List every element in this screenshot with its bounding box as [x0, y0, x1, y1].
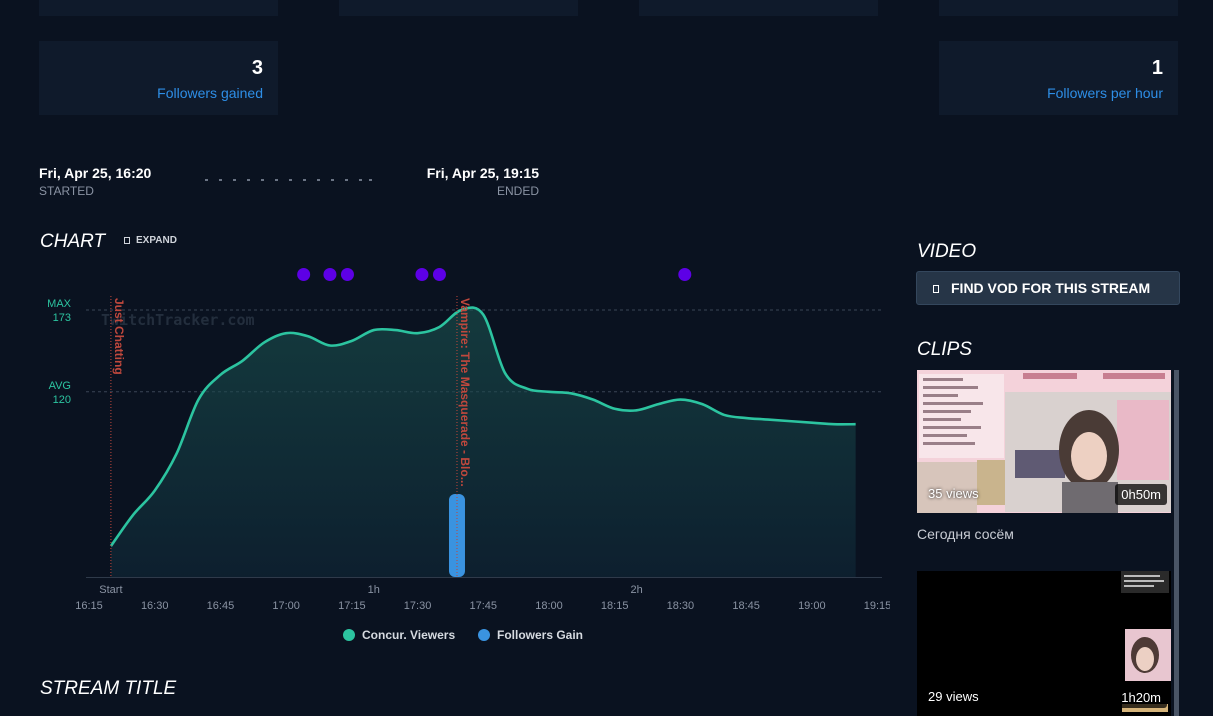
expand-label: EXPAND [136, 235, 177, 246]
chart-heading: CHART [40, 231, 106, 252]
stat-card-top-4 [939, 0, 1178, 16]
find-vod-label: FIND VOD FOR THIS STREAM [951, 280, 1151, 296]
ended-time: Fri, Apr 25, 19:15 [426, 165, 539, 181]
stat-card-followers-per-hour: 1 Followers per hour [939, 41, 1178, 115]
viewers-line [109, 306, 856, 547]
x-tick-label: 18:45 [732, 600, 760, 612]
stat-card-top-3 [639, 0, 878, 16]
reference-line-value: 173 [53, 312, 71, 324]
stat-card-top-2 [339, 0, 578, 16]
started-label: STARTED [39, 184, 94, 198]
video-heading: VIDEO [917, 241, 977, 262]
reference-line-label: MAX [47, 298, 72, 310]
event-dot [297, 268, 311, 281]
duration-tick-label: 1h [368, 584, 380, 596]
clip-views: 29 views [928, 689, 979, 704]
legend-item-viewers[interactable]: Concur. Viewers [343, 628, 455, 642]
duration-tick-label: 2h [630, 584, 642, 596]
expand-icon [124, 236, 130, 244]
x-tick-label: 16:30 [141, 600, 169, 612]
legend-swatch [343, 629, 355, 641]
x-tick-label: 16:45 [207, 600, 235, 612]
legend-item-followers[interactable]: Followers Gain [478, 628, 583, 642]
stat-value: 1 [1151, 57, 1163, 79]
stat-card-top-1 [39, 0, 278, 16]
stat-card-followers-gained: 3 Followers gained [39, 41, 278, 115]
game-marker-label: Just Chatting [112, 298, 126, 375]
event-dot [340, 268, 354, 281]
expand-button[interactable]: EXPAND [124, 235, 177, 246]
x-tick-label: 19:15 [864, 600, 890, 612]
clip-duration: 0h50m [1115, 484, 1167, 505]
clip-title[interactable]: Сегодня сосём [917, 526, 1014, 542]
x-tick-label: 17:00 [272, 600, 300, 612]
x-tick-label: 17:15 [338, 600, 366, 612]
started-time: Fri, Apr 25, 16:20 [39, 165, 152, 181]
event-dot [323, 268, 337, 281]
clip-duration: 1h20m [1115, 687, 1167, 708]
stat-value: 3 [251, 57, 263, 79]
clips-heading: CLIPS [917, 339, 972, 360]
followers-bar [448, 494, 465, 577]
viewers-area [110, 307, 856, 577]
find-vod-button[interactable]: FIND VOD FOR THIS STREAM [916, 271, 1180, 305]
event-dot [432, 268, 446, 281]
viewers-chart[interactable]: TwitchTracker.com MAX 173 AVG 120 Just Chatti… [0, 236, 890, 616]
clip-thumbnail-1[interactable]: 35 views 0h50m [917, 370, 1171, 513]
clips-scrollbar[interactable] [1174, 370, 1179, 716]
reference-line-value: 120 [53, 394, 71, 406]
stat-label: Followers gained [157, 85, 263, 101]
event-dot [415, 268, 429, 281]
event-dot [678, 268, 692, 281]
x-tick-label: 18:15 [601, 600, 629, 612]
x-tick-label: 18:30 [667, 600, 695, 612]
stat-label: Followers per hour [1047, 85, 1163, 101]
reference-line-label: AVG [49, 380, 71, 392]
x-tick-label: 17:45 [470, 600, 498, 612]
stream-title-heading: STREAM TITLE [40, 678, 177, 699]
timeline-dots [205, 179, 372, 181]
legend-label: Followers Gain [497, 628, 584, 642]
chart-watermark: TwitchTracker.com [101, 311, 255, 329]
legend-swatch [478, 629, 490, 641]
game-marker-label: Vampire: The Masquerade - Blo... [458, 298, 472, 487]
duration-tick-label: Start [99, 584, 122, 596]
x-tick-label: 16:15 [75, 600, 103, 612]
clip-thumbnail-2[interactable]: 29 views 1h20m [917, 571, 1171, 716]
clip-views: 35 views [928, 486, 979, 501]
search-icon [933, 285, 939, 294]
legend-label: Concur. Viewers [362, 628, 456, 642]
x-tick-label: 17:30 [404, 600, 432, 612]
x-tick-label: 19:00 [798, 600, 826, 612]
ended-label: ENDED [496, 184, 539, 198]
x-tick-label: 18:00 [535, 600, 563, 612]
